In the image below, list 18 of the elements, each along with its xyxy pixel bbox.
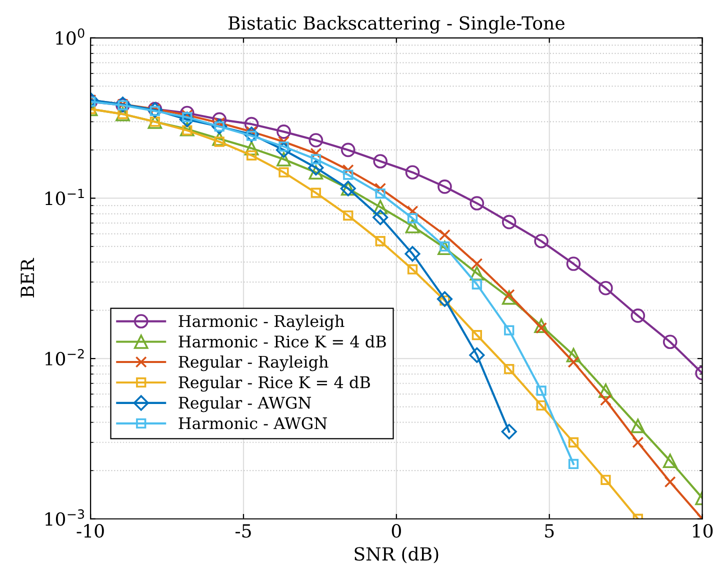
x-tick-label: -5 — [235, 524, 251, 538]
x-tick-label: -10 — [76, 524, 104, 538]
x-tick-label: 5 — [545, 524, 554, 538]
x-tick-label: 0 — [392, 524, 401, 538]
legend-label: Harmonic - AWGN — [178, 417, 327, 430]
legend-label: Regular - Rayleigh — [178, 355, 328, 372]
y-axis-title: BER — [20, 258, 34, 298]
chart-title: Bistatic Backscattering - Single-Tone — [228, 16, 564, 34]
y-tick-label: 10$^{−2}$ — [45, 348, 84, 366]
x-tick-label: 10 — [693, 524, 713, 538]
legend-label: Harmonic - Rayleigh — [178, 314, 344, 330]
legend-label: Regular - Rice K = 4 dB — [178, 376, 370, 392]
legend-label: Harmonic - Rice K = 4 dB — [178, 335, 386, 348]
y-tick-label: 10$^{−3}$ — [45, 509, 84, 526]
legend-label: Regular - AWGN — [178, 396, 312, 412]
y-tick-label: 10$^{−1}$ — [45, 188, 84, 206]
y-tick-label: 10$^{0}$ — [56, 28, 84, 45]
x-axis-title: SNR (dB) — [354, 546, 438, 564]
